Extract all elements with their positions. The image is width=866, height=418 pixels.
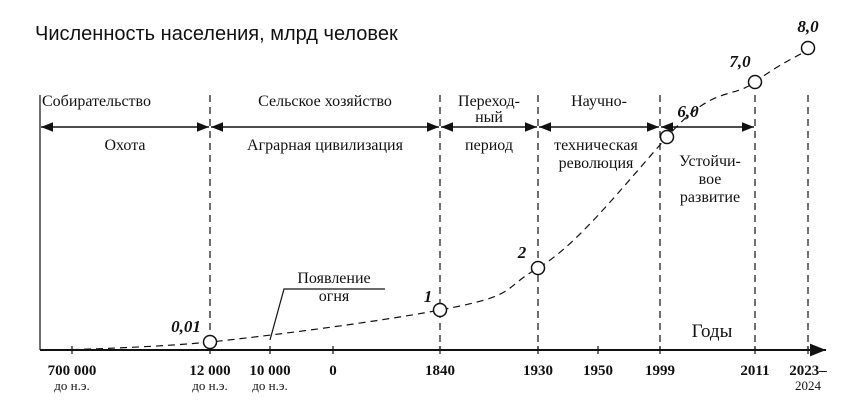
data-point — [432, 302, 448, 318]
era-top-label: Сельское хозяйство — [258, 93, 392, 110]
annotation-leader — [269, 288, 385, 341]
tick-label: 1950 — [583, 363, 613, 379]
era-top-label: Собирательство — [42, 93, 151, 110]
era-bottom-label: техническая — [554, 137, 638, 154]
era-top-label: Научно- — [571, 93, 627, 110]
data-point — [659, 129, 675, 145]
tick-label: до н.э. — [252, 378, 287, 393]
tick-label: 700 000 — [48, 363, 97, 379]
era-bottom-label: Устойчи- — [679, 153, 741, 170]
tick-label: 1999 — [645, 363, 675, 379]
era-bottom-label: развитие — [680, 189, 740, 206]
point-label: 2 — [517, 243, 527, 262]
tick-label: 2011 — [740, 363, 769, 379]
axis-title: Годы — [692, 321, 733, 342]
point-label: 1 — [424, 287, 433, 306]
title: Численность населения, млрд человек — [35, 23, 398, 45]
annotation: огня — [319, 288, 350, 305]
tick-label: 1930 — [523, 363, 553, 379]
era-top-label: Переход- — [458, 93, 520, 110]
era-bottom-label: период — [465, 137, 513, 154]
era-top-label: ный — [475, 109, 503, 126]
tick-label: 10 000 — [249, 363, 290, 379]
tick-label: до н.э. — [192, 378, 227, 393]
data-point — [747, 74, 763, 90]
point-label: 7,0 — [729, 52, 751, 71]
tick-label: 2024 — [795, 378, 822, 393]
point-label: 0,01 — [171, 317, 201, 336]
tick-label: 2023– — [789, 363, 827, 379]
tick-label: 12 000 — [189, 363, 230, 379]
annotation: Появление — [297, 270, 370, 287]
tick-label: 1840 — [425, 363, 455, 379]
data-point — [800, 40, 816, 56]
era-bottom-label: вое — [699, 171, 722, 188]
data-point — [202, 334, 218, 350]
point-label: 6,0 — [677, 102, 699, 121]
data-point — [530, 260, 546, 276]
era-bottom-label: революция — [559, 155, 634, 172]
era-bottom-label: Аграрная цивилизация — [247, 137, 404, 154]
tick-label: до н.э. — [54, 378, 89, 393]
era-bottom-label: Охота — [104, 137, 145, 154]
point-label: 8,0 — [797, 17, 819, 36]
tick-label: 0 — [329, 363, 337, 379]
